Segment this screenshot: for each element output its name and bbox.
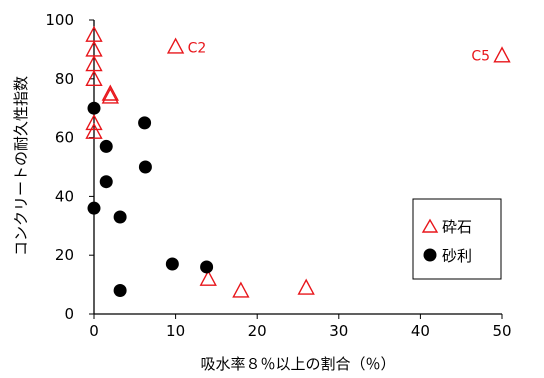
x-tick-label: 40 bbox=[411, 322, 430, 340]
y-tick-label: 60 bbox=[55, 129, 74, 147]
y-tick-label: 0 bbox=[64, 305, 74, 323]
data-point-triangle bbox=[493, 46, 511, 63]
x-axis-title: 吸水率８％以上の割合（％） bbox=[200, 355, 395, 373]
y-axis-title: コンクリートの耐久性指数 bbox=[12, 76, 30, 256]
y-tick-label: 80 bbox=[55, 70, 74, 88]
data-point-circle bbox=[138, 116, 152, 130]
y-tick-label: 100 bbox=[45, 11, 74, 29]
data-point-triangle bbox=[85, 122, 103, 139]
marks-layer bbox=[85, 25, 511, 298]
legend-label-gravel-natural: 砂利 bbox=[442, 247, 472, 265]
annotation-label: C2 bbox=[188, 40, 207, 56]
data-point-circle bbox=[99, 175, 113, 189]
x-tick-label: 50 bbox=[492, 322, 511, 340]
legend: 砕石 砂利 bbox=[412, 198, 502, 280]
legend-label-gravel-crushed: 砕石 bbox=[442, 218, 472, 236]
x-tick-label: 20 bbox=[248, 322, 267, 340]
data-point-circle bbox=[87, 201, 101, 215]
data-point-triangle bbox=[166, 37, 185, 54]
data-point-circle bbox=[165, 257, 179, 271]
x-tick-label: 30 bbox=[329, 322, 348, 340]
legend-box bbox=[412, 198, 502, 280]
annotation-label: C5 bbox=[471, 48, 490, 64]
data-point-triangle bbox=[85, 113, 103, 131]
data-point-triangle bbox=[101, 87, 119, 104]
annotations-layer: C2 C5 bbox=[188, 40, 490, 64]
y-tick-label: 40 bbox=[55, 187, 74, 205]
data-point-circle bbox=[200, 260, 214, 274]
x-tick-label: 10 bbox=[166, 322, 185, 340]
data-point-triangle bbox=[297, 278, 315, 295]
data-point-triangle bbox=[232, 281, 250, 298]
data-point-circle bbox=[87, 101, 101, 115]
data-point-circle bbox=[138, 160, 152, 174]
data-point-circle bbox=[99, 139, 113, 153]
legend-marker-circle bbox=[423, 248, 437, 262]
data-point-triangle bbox=[101, 84, 119, 101]
y-tick-label: 20 bbox=[55, 246, 74, 264]
data-point-circle bbox=[113, 210, 127, 224]
legend-marker-triangle bbox=[421, 218, 439, 233]
ticks-layer: 0 10 20 30 40 50 0 20 40 60 80 100 bbox=[45, 11, 511, 340]
data-point-triangle bbox=[199, 269, 217, 286]
data-point-triangle bbox=[85, 69, 103, 87]
data-point-circle bbox=[113, 283, 127, 297]
x-tick-label: 0 bbox=[89, 322, 99, 340]
